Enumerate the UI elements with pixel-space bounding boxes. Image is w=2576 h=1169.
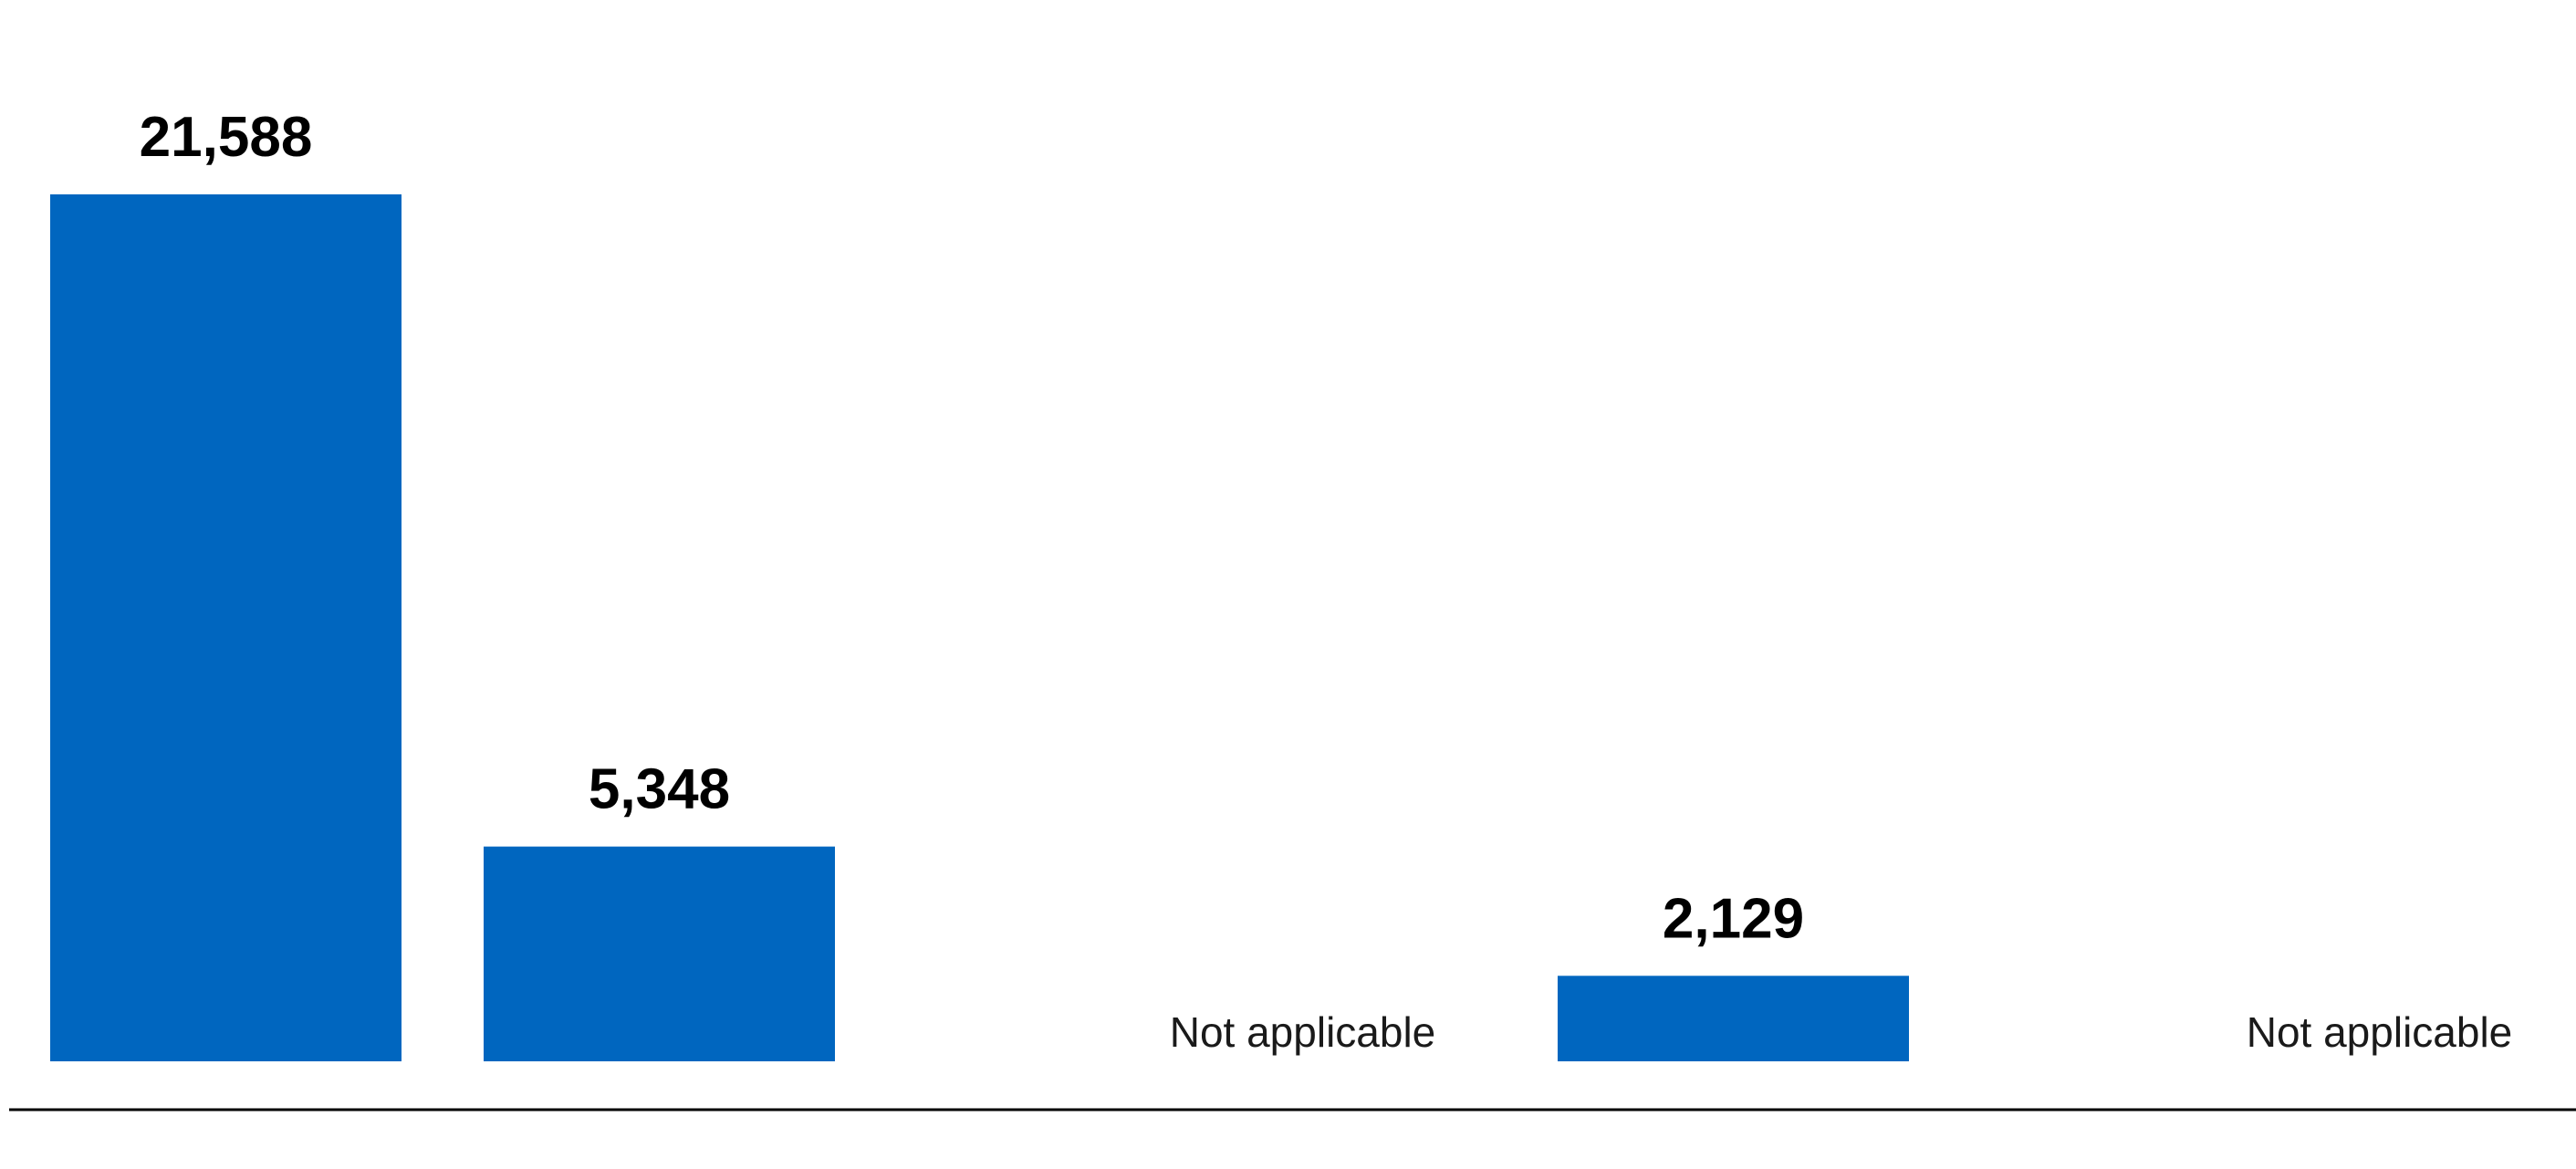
bars-layer [50,194,1909,1061]
bar-1 [484,846,835,1061]
bar-3 [1558,976,1909,1061]
not-applicable-label-2: Not applicable [1170,1008,1436,1056]
bar-value-label-1: 5,348 [589,758,730,821]
data-labels-layer: 21,588 5,348 Not applicable 2,129 Not applic… [140,106,2513,1056]
bar-value-label-3: 2,129 [1663,887,1804,950]
bar-0 [50,194,402,1061]
not-applicable-label-4: Not applicable [2247,1008,2513,1056]
bar-value-label-0: 21,588 [140,106,313,169]
